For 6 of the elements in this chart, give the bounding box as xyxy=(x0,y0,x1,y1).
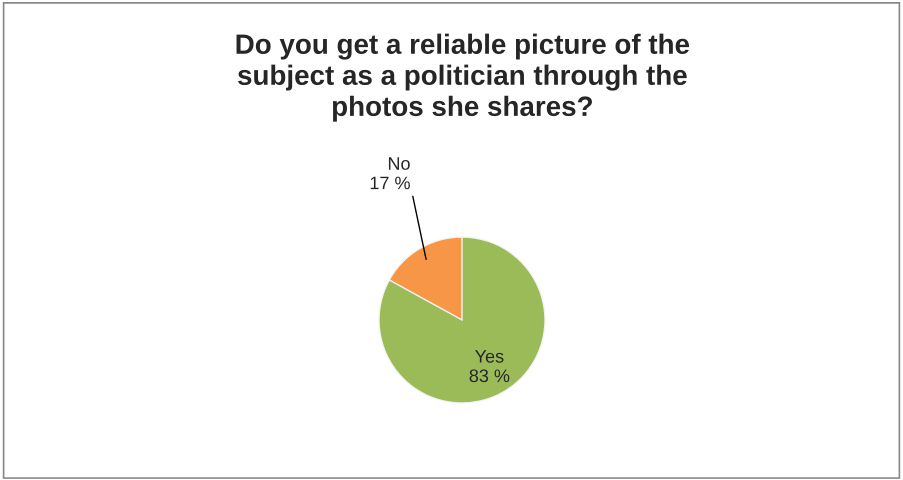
chart-title: Do you get a reliable picture of the subject as a politician through the photos she shares? xyxy=(236,34,690,122)
slice-label: No xyxy=(388,157,410,170)
slice-label: Yes xyxy=(475,350,504,363)
pie-slice xyxy=(378,236,546,404)
data-label: 83 % xyxy=(470,369,510,382)
data-label: 17 % xyxy=(370,176,410,190)
